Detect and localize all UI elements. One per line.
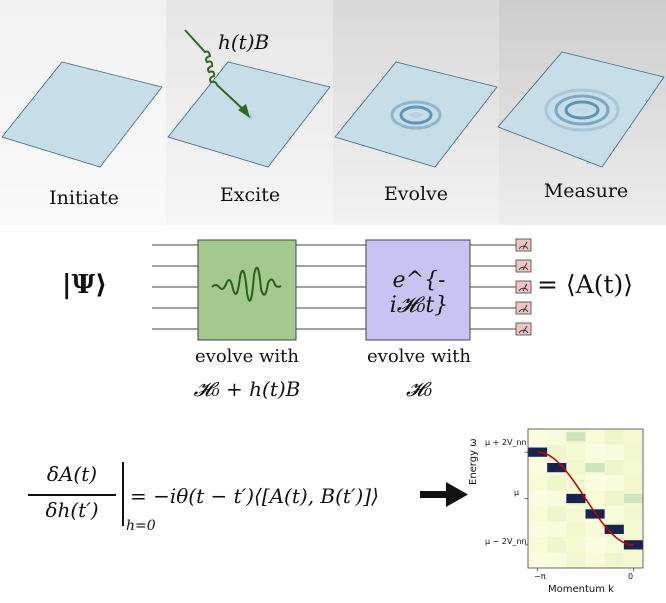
gate-evolve [365,239,471,341]
chart-ytick-1: μ [514,488,520,497]
heatmap-cell [547,475,567,491]
heatmap-cell-peak [566,493,586,504]
heatmap-cell-peak [604,524,624,535]
heatmap-cell [585,490,605,507]
heatmap-cell [585,552,605,568]
heatmap-cell [604,429,624,445]
chart-ytick-0: μ + 2V_nn [485,438,527,447]
heatmap-cell [623,444,643,460]
dispersion-curve [537,451,634,546]
heatmap-cell [623,429,643,445]
dispersion-chart [525,428,644,571]
gate2-caption-line2: 𝓗₀ [405,377,433,401]
formula-numerator: δA(t) [46,462,98,486]
stage-label-excite: Excite [219,184,281,206]
fraction-bar [28,494,116,496]
meter-icon [515,322,532,336]
chart-xtick-1: 0 [628,572,634,581]
heatmap-cell [566,506,586,522]
stage-label-measure: Measure [543,180,629,202]
gate2-caption-line1: evolve with [367,346,471,367]
heatmap-cell [604,490,624,507]
heatmap-cell [566,552,586,568]
state-label: |Ψ⟩ [62,270,108,300]
heatmap-cell [585,429,605,445]
meter-icon [515,238,532,252]
measurement-meters [515,238,532,336]
chart-ytick-2: μ − 2V_nn [485,537,527,546]
meter-icon [515,280,532,294]
heatmap-cell-secondary [566,432,586,442]
heatmap-cell [604,552,624,568]
formula-subscript: h=0 [126,518,156,534]
heatmap-cell [528,429,548,445]
stage-label-initiate: Initiate [49,187,119,209]
heatmap-cell [585,521,605,538]
heatmap-cell [604,475,624,491]
heatmap-cell [623,506,643,522]
heatmap-cell-peak [547,462,567,473]
excitation-label: h(t)B [218,30,270,54]
gate1-caption-line1: evolve with [195,346,299,367]
heatmap-cell [528,490,548,507]
heatmap-cell [547,521,567,538]
meter-icon [515,301,532,315]
chart-xlabel: Momentum k [548,584,614,595]
chart-xtick-0: −π [534,572,546,581]
heatmap-cell [566,521,586,538]
meter-icon [515,259,532,273]
heatmap-cell [547,429,567,445]
gate1-caption-line2: 𝓗₀ + h(t)B [193,377,301,401]
heatmap-cell-peak [528,447,548,457]
heatmap-cell [623,459,643,476]
heatmap-cell-secondary [585,462,605,473]
heatmap-cell [547,537,567,553]
heatmap-cell [547,552,567,568]
formula-denominator: δh(t′) [45,498,99,522]
arrow-head-icon [238,104,250,118]
heatmap-cell [585,475,605,491]
chart-ylabel: Energy ω [468,438,479,485]
response-formula: δA(t) δh(t′) h=0 = −iθ(t − t′)⟨[A(t), B(… [26,462,426,542]
formula-rhs: = −iθ(t − t′)⟨[A(t), B(t′)]⟩ [130,484,379,508]
heatmap-cell [604,506,624,522]
wave-packet-icon [211,266,282,302]
excitation-arrow [184,29,250,118]
heatmap-cell [528,521,548,538]
heatmap-cell [528,537,548,553]
heatmap-cell [547,490,567,507]
heatmap-cell [623,475,643,491]
heatmap-cell [566,537,586,553]
heatmap-cell [604,459,624,476]
evaluation-bar [122,462,124,526]
heatmap-cell [604,537,624,553]
heatmap-cell [623,521,643,538]
heatmap-cell-peak [623,540,643,550]
heatmap-cell [604,444,624,460]
heatmap-cell [585,444,605,460]
heatmap-cell [528,552,548,568]
stage-label-evolve: Evolve [383,183,449,205]
plane-evolve [334,61,498,168]
gate2-formula: e^{-i𝓗₀t} [389,268,449,318]
heatmap-cell [528,506,548,522]
heatmap-cell-secondary [623,493,643,504]
heatmap-cell [585,537,605,553]
result-arrow-icon [420,482,468,507]
plane-initiate [1,61,163,168]
result-label: = ⟨A(t)⟩ [537,270,634,299]
heatmap-cell [566,444,586,460]
heatmap-cell [547,444,567,460]
heatmap-cell [623,552,643,568]
heatmap-cell [528,459,548,476]
gate-excite [197,239,297,341]
heatmap-cell [528,475,548,491]
plane-measure [497,51,665,168]
heatmap-cell [547,506,567,522]
heatmap-cell [566,459,586,476]
